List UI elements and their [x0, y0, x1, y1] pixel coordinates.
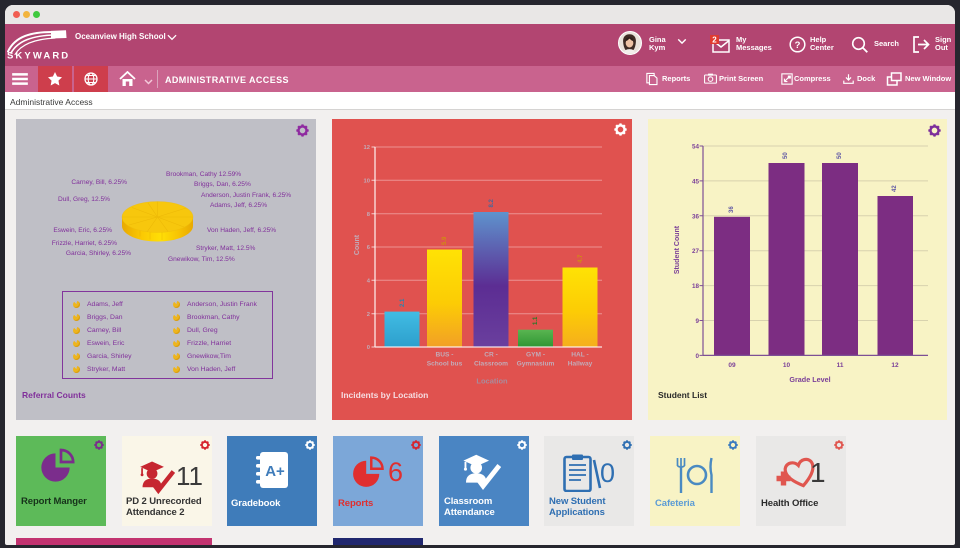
svg-text:54: 54	[692, 144, 700, 151]
svg-text:10: 10	[364, 179, 370, 185]
svg-text:9: 9	[695, 318, 699, 325]
svg-text:School bus: School bus	[427, 361, 463, 368]
svg-text:2.1: 2.1	[400, 298, 406, 307]
svg-text:Hallway: Hallway	[568, 361, 593, 368]
svg-text:36: 36	[729, 206, 735, 213]
svg-text:1.1: 1.1	[533, 316, 539, 325]
svg-text:0: 0	[367, 345, 370, 351]
svg-text:2: 2	[367, 312, 370, 318]
svg-text:18: 18	[692, 283, 700, 290]
svg-text:BUS -: BUS -	[436, 352, 454, 359]
svg-text:50: 50	[783, 152, 789, 159]
svg-text:12: 12	[364, 145, 370, 151]
svg-text:42: 42	[892, 185, 898, 192]
svg-text:09: 09	[728, 362, 736, 369]
svg-text:CR -: CR -	[484, 352, 498, 359]
svg-text:Classroom: Classroom	[474, 361, 508, 368]
svg-text:27: 27	[692, 248, 700, 255]
svg-text:8.2: 8.2	[489, 198, 495, 207]
svg-text:50: 50	[837, 152, 843, 159]
svg-text:Location: Location	[476, 377, 508, 386]
svg-text:HAL -: HAL -	[571, 352, 588, 359]
svg-text:2: 2	[712, 36, 717, 45]
svg-text:11: 11	[837, 362, 844, 369]
svg-text:10: 10	[783, 362, 791, 369]
svg-text:Grade Level: Grade Level	[789, 375, 830, 384]
svg-text:6: 6	[367, 245, 371, 251]
svg-text:4.7: 4.7	[578, 254, 584, 263]
svg-text:5.9: 5.9	[442, 236, 448, 245]
svg-text:Student Count: Student Count	[674, 225, 681, 274]
svg-text:36: 36	[692, 213, 700, 220]
svg-text:SKYWARD: SKYWARD	[7, 51, 70, 62]
svg-text:0: 0	[695, 353, 699, 360]
svg-text:8: 8	[367, 212, 371, 218]
svg-text:A+: A+	[265, 463, 285, 480]
svg-text:12: 12	[891, 362, 899, 369]
svg-text:4: 4	[367, 279, 371, 285]
svg-text:Count: Count	[354, 234, 361, 255]
svg-text:?: ?	[795, 40, 801, 51]
svg-text:Gymnasium: Gymnasium	[517, 361, 555, 368]
svg-text:GYM -: GYM -	[526, 352, 545, 359]
svg-text:45: 45	[692, 178, 700, 185]
